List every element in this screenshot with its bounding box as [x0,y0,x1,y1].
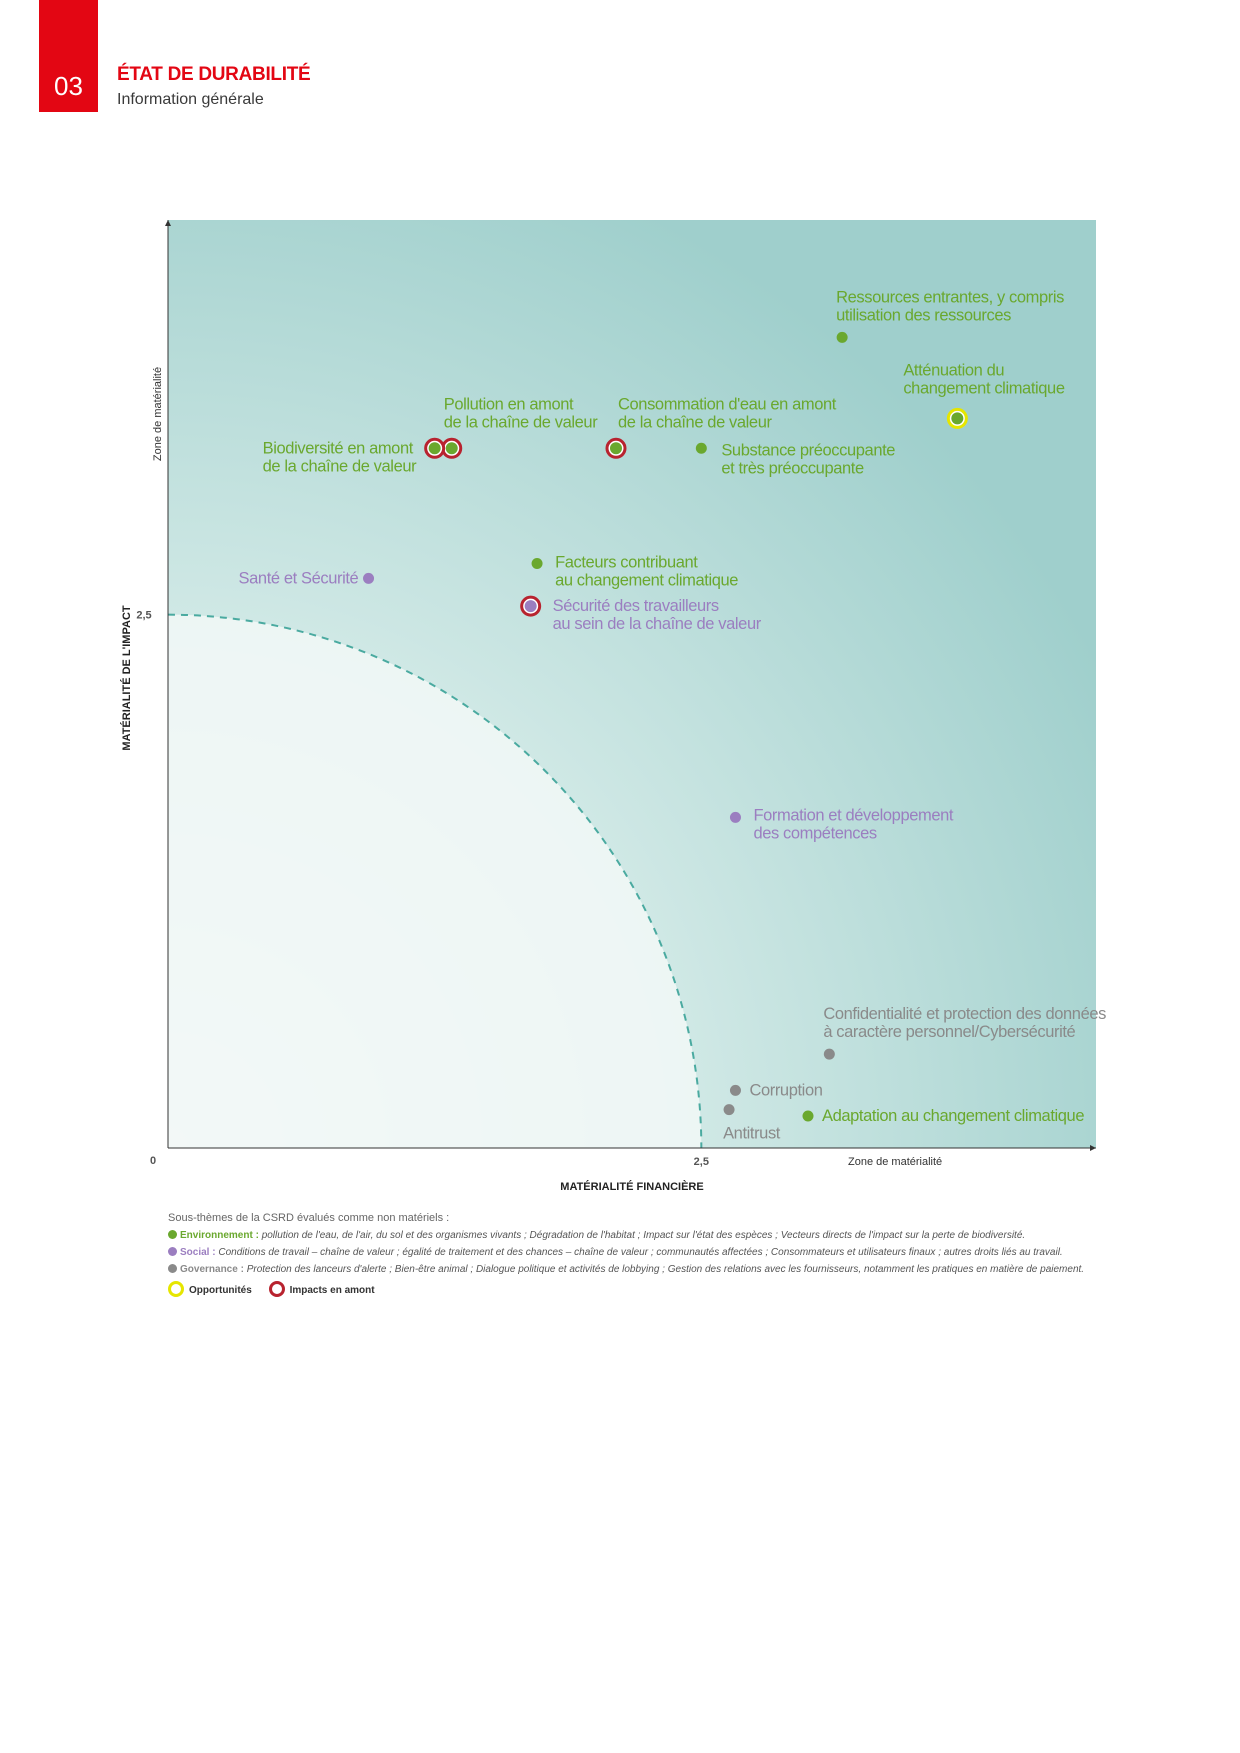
legend: Sous-thèmes de la CSRD évalués comme non… [168,1210,1128,1299]
legend-environment-label: Environnement : [180,1230,259,1241]
point-8-marker [363,572,375,584]
point-4-label: Biodiversité en amont de la chaîne de val… [263,439,417,475]
point-2-marker [951,412,964,425]
point-4-marker [428,442,441,455]
x-zone-label: Zone de matérialité [848,1156,942,1168]
upstream-ring-icon [268,1281,285,1297]
point-3-marker [445,442,458,455]
legend-key-row: Opportunités Impacts en amont [168,1281,1128,1299]
x-threshold-label: 2,5 [694,1156,709,1168]
legend-intro: Sous-thèmes de la CSRD évalués comme non… [168,1212,450,1224]
legend-social-label: Social : [180,1247,216,1258]
y-axis-arrow [165,220,171,226]
legend-environment-items: pollution de l'eau, de l'air, du sol et … [261,1230,1026,1241]
point-2-label: Atténuation du changement climatique [903,361,1065,397]
legend-upstream-label: Impacts en amont [289,1285,375,1296]
origin-label: 0 [150,1155,156,1167]
y-threshold-label: 2,5 [136,610,151,622]
x-axis-title: MATÉRIALITÉ FINANCIÈRE [560,1180,703,1193]
point-9-marker [524,600,537,613]
governance-dot-icon [168,1264,177,1273]
point-3-label: Pollution en amont de la chaîne de valeur [444,395,598,431]
materiality-matrix-chart: 0 2,5 2,5 Zone de matérialité Zone de ma… [120,220,1107,1193]
point-12-marker [729,1084,741,1096]
data-points [363,331,968,1122]
point-9-label: Sécurité des travailleurs au sein de la c… [553,597,762,633]
social-dot-icon [168,1247,177,1256]
point-6-label: Substance préoccupante et très préoccupan… [721,441,895,477]
non-material-zone [168,614,702,1148]
section-number: 03 [54,71,83,101]
legend-governance-row: Governance : Protection des lanceurs d'a… [168,1261,1128,1278]
point-8-label: Santé et Sécurité [239,569,359,587]
environment-dot-icon [168,1230,177,1239]
section-subtitle: Information générale [117,91,264,108]
point-1-marker [836,331,848,343]
data-labels: Ressources entrantes, y compris utilisati… [239,288,1107,1142]
point-7-label: Facteurs contribuant au changement climat… [555,553,738,589]
x-axis-arrow [1090,1145,1096,1151]
point-10-marker [729,811,741,823]
point-13-label: Antitrust [723,1125,781,1143]
section-number-tab: 03 [39,0,98,112]
section-title: ÉTAT DE DURABILITÉ [117,64,311,85]
legend-social-items: Conditions de travail – chaîne de valeur… [218,1247,1063,1258]
point-14-marker [802,1110,814,1122]
point-14-label: Adaptation au changement climatique [822,1107,1084,1125]
point-5-marker [610,442,622,455]
point-6-marker [695,442,707,454]
point-10-label: Formation et développement des compétence… [753,806,953,842]
opportunity-ring-icon [168,1281,184,1297]
y-zone-label: Zone de matérialité [152,367,164,461]
legend-social-row: Social : Conditions de travail – chaîne … [168,1244,1128,1261]
point-11-label: Confidentialité et protection des donnée… [823,1005,1106,1041]
point-11-marker [823,1048,835,1060]
point-12-label: Corruption [749,1081,822,1099]
point-7-marker [531,557,543,569]
legend-governance-label: Governance : [180,1264,244,1275]
point-1-label: Ressources entrantes, y compris utilisati… [836,288,1064,324]
legend-governance-items: Protection des lanceurs d'alerte ; Bien-… [246,1264,1085,1275]
materiality-threshold-arc [167,613,703,1149]
point-13-marker [723,1104,735,1116]
point-5-label: Consommation d'eau en amont de la chaîne … [618,395,837,431]
legend-environment-row: Environnement : pollution de l'eau, de l… [168,1227,1128,1244]
y-axis-title: MATÉRIALITÉ DE L'IMPACT [120,605,133,750]
legend-opportunities-label: Opportunités [189,1285,252,1296]
